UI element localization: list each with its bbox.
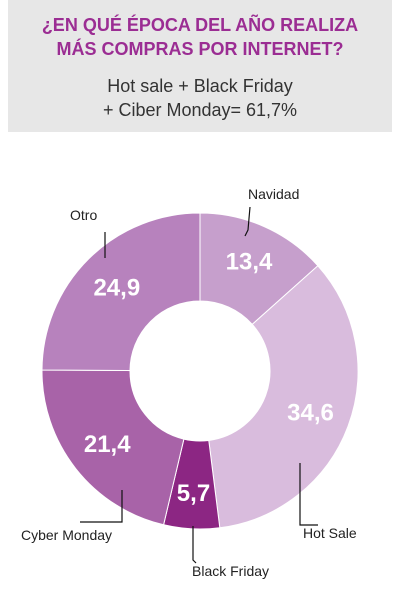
label-navidad: Navidad: [248, 186, 299, 202]
chart-subtitle-line-1: Hot sale + Black Friday: [107, 76, 293, 96]
chart-subtitle-line-2: + Ciber Monday= 61,7%: [102, 100, 298, 120]
leader-hot-sale: [299, 463, 318, 526]
value-black-friday: 5,7: [177, 480, 210, 507]
header-panel: ¿EN QUÉ ÉPOCA DEL AÑO REALIZA MÁS COMPRA…: [8, 0, 392, 132]
leader-cyber-monday: [80, 490, 123, 523]
label-cyber-monday: Cyber Monday: [21, 527, 112, 543]
leader-navidad: [244, 206, 251, 237]
leader-lines: [80, 206, 318, 564]
donut-slices: [41, 212, 359, 530]
value-navidad: 13,4: [226, 248, 273, 275]
leader-black-friday: [192, 526, 197, 564]
value-hot-sale: 34,6: [287, 399, 334, 426]
label-hot-sale: Hot Sale: [303, 525, 357, 541]
slice-hot-sale: [208, 265, 359, 529]
label-otro: Otro: [70, 207, 97, 223]
chart-title-line-1: ¿EN QUÉ ÉPOCA DEL AÑO REALIZA: [41, 15, 359, 35]
slice-cyber-monday: [41, 369, 185, 526]
slice-otro: [41, 212, 201, 372]
slice-labels: Navidad Hot Sale Black Friday Cyber Monday O…: [21, 186, 357, 579]
value-otro: 24,9: [93, 274, 140, 301]
slice-values: 13,4 34,6 5,7 21,4 24,9: [84, 248, 334, 506]
chart-title-line-2: MÁS COMPRAS POR INTERNET?: [56, 39, 344, 59]
value-cyber-monday: 21,4: [84, 431, 131, 458]
label-black-friday: Black Friday: [192, 563, 269, 579]
